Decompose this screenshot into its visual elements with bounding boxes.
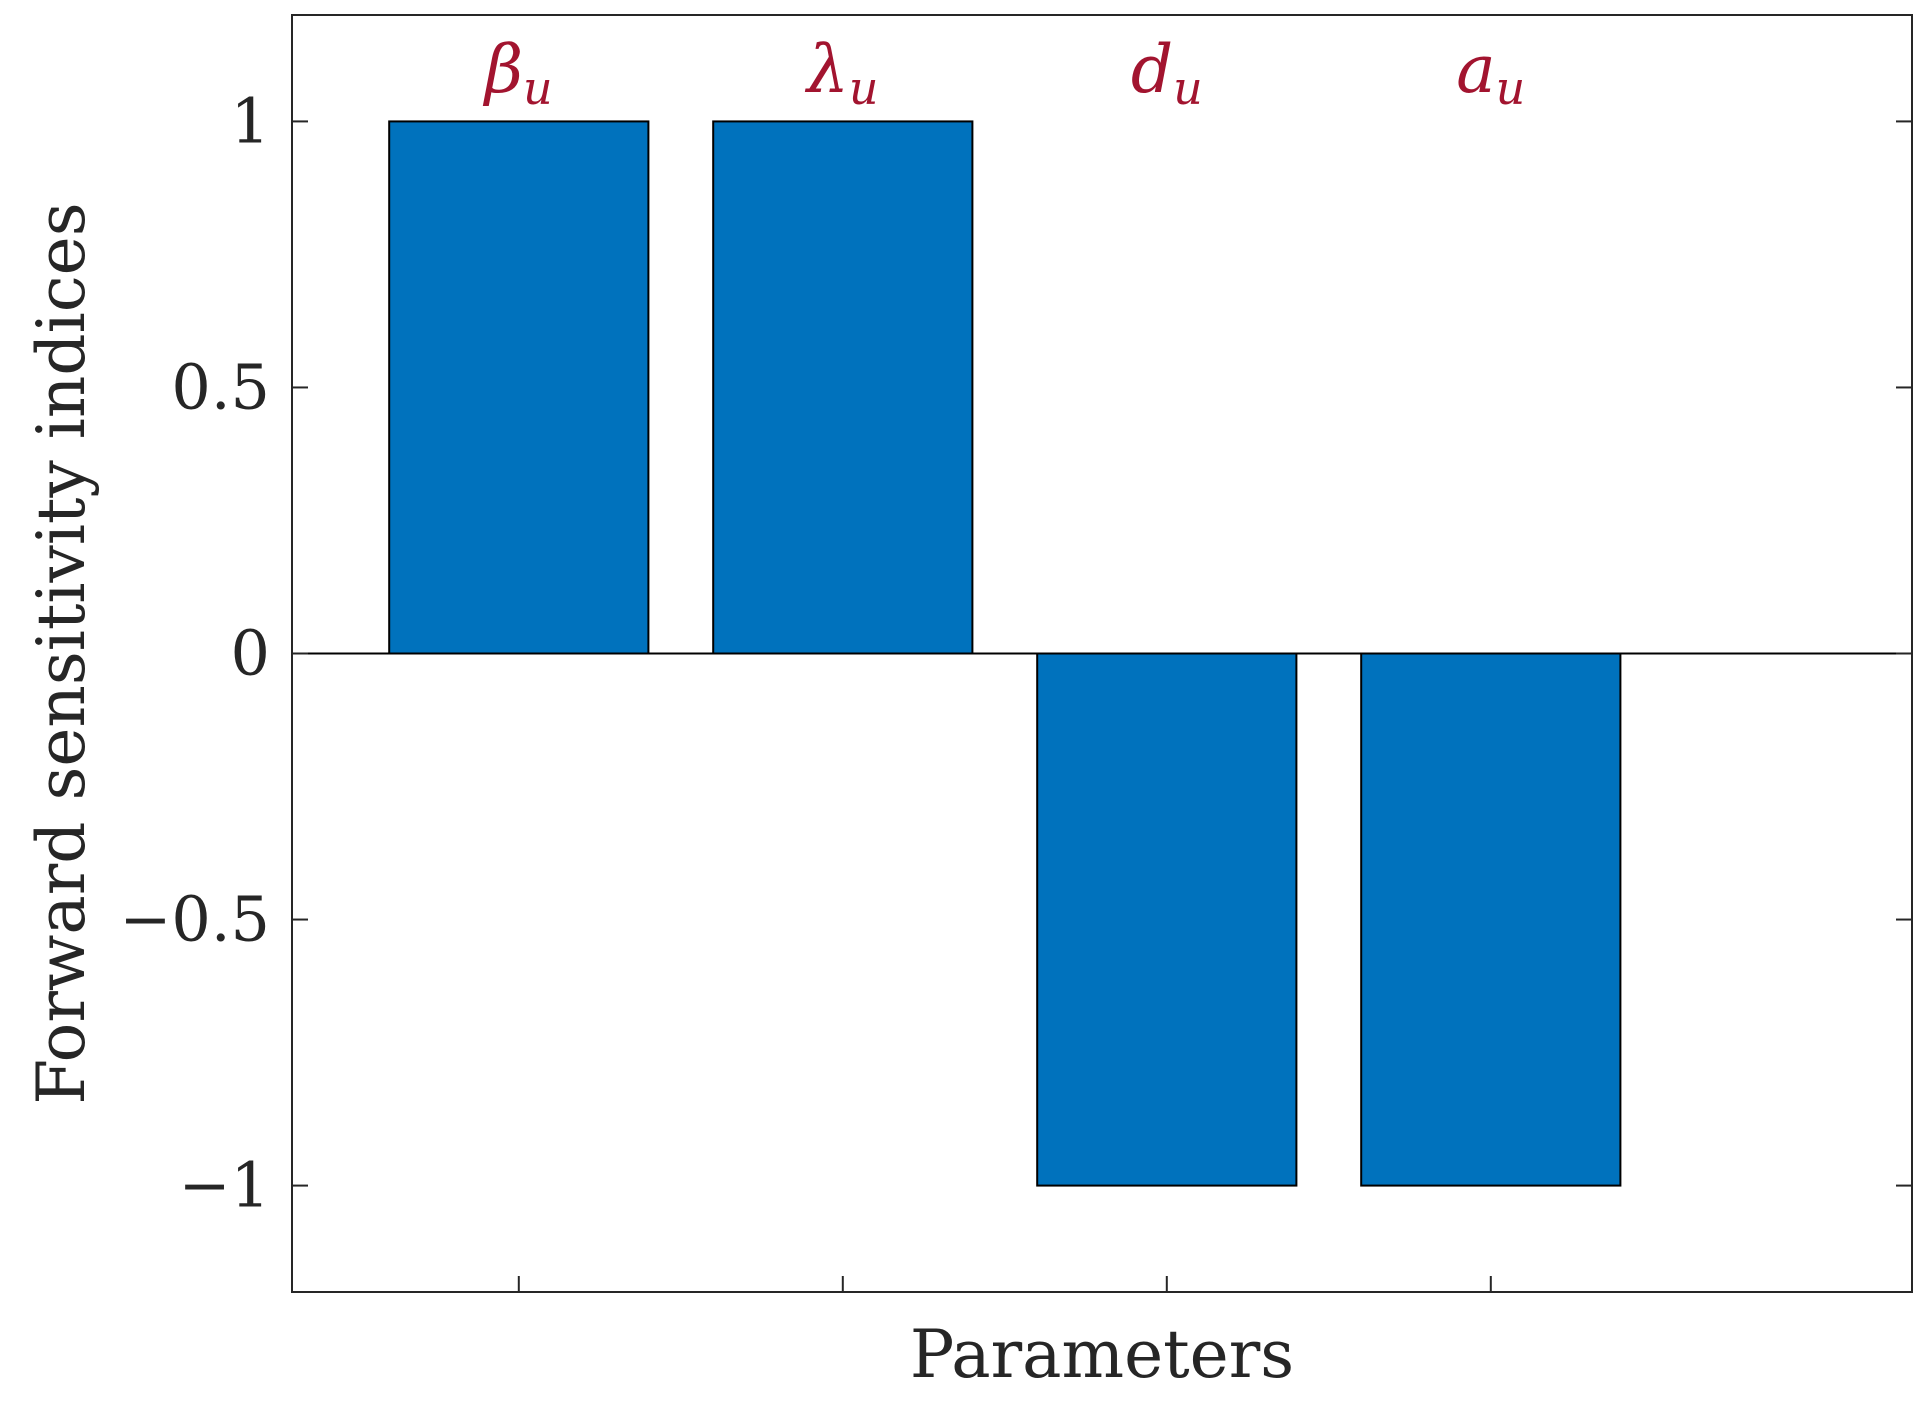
- bar-label-symbol: β: [482, 31, 523, 108]
- bar-label-4: au: [1456, 31, 1525, 115]
- y-tick-label: 0: [231, 617, 270, 690]
- bar-label-3: du: [1131, 31, 1203, 115]
- bar-label-subscript: u: [849, 61, 879, 115]
- bar-1: [388, 120, 650, 655]
- bar-label-subscript: u: [523, 61, 553, 115]
- x-axis-title: Parameters: [910, 1316, 1294, 1393]
- bar-label-2: λu: [804, 31, 878, 115]
- bar-2: [712, 120, 974, 655]
- bar-label-symbol: λ: [804, 31, 849, 108]
- axes-box: [291, 14, 1913, 1293]
- ticks-layer: −1 −0.5 0 0.5 1: [119, 84, 1912, 1292]
- y-axis-title: Forward sensitivity indices: [23, 202, 100, 1104]
- y-tick-label: 1: [231, 84, 270, 157]
- bar-label-subscript: u: [1496, 61, 1526, 115]
- bar-3: [1036, 652, 1298, 1187]
- bar-4: [1360, 652, 1622, 1187]
- bar-label-subscript: u: [1173, 61, 1203, 115]
- bar-label-symbol: a: [1456, 31, 1495, 108]
- y-tick-label: −0.5: [119, 883, 270, 956]
- bar-labels-layer: βu λu du au: [482, 31, 1525, 115]
- y-tick-label: −1: [179, 1149, 270, 1222]
- y-tick-label: 0.5: [171, 350, 270, 423]
- bar-label-symbol: d: [1131, 31, 1173, 108]
- bar-label-1: βu: [482, 31, 553, 115]
